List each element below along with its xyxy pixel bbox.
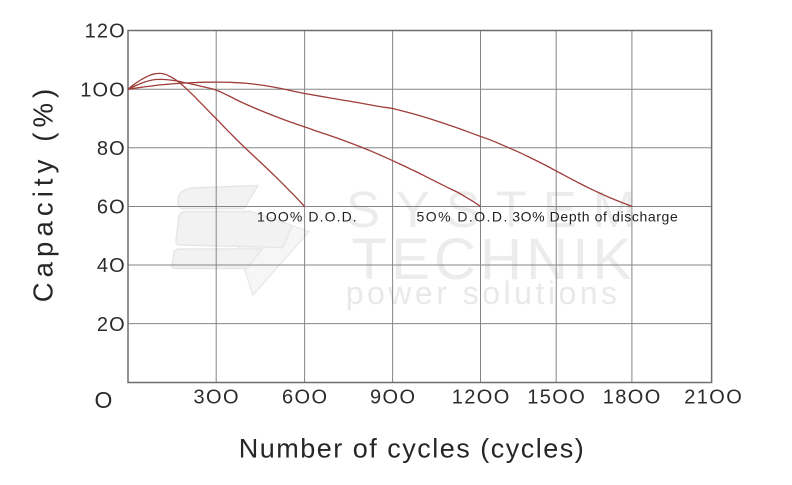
svg-text:O: O <box>95 387 113 413</box>
svg-text:1OO% D.O.D.: 1OO% D.O.D. <box>257 209 358 225</box>
svg-text:Capacity (%): Capacity (%) <box>28 84 59 303</box>
svg-text:6O: 6O <box>97 197 126 219</box>
svg-text:Number of cycles (cycles): Number of cycles (cycles) <box>239 434 586 464</box>
svg-text:8O: 8O <box>97 138 126 160</box>
svg-text:4O: 4O <box>97 255 126 277</box>
svg-text:SYSTEM: SYSTEM <box>346 181 651 238</box>
svg-text:9OO: 9OO <box>370 386 416 408</box>
svg-text:power solutions: power solutions <box>346 275 621 311</box>
svg-text:12OO: 12OO <box>452 386 511 408</box>
svg-text:2O: 2O <box>97 314 126 336</box>
svg-text:15OO: 15OO <box>527 386 586 408</box>
svg-text:5O% D.O.D.: 5O% D.O.D. <box>417 209 509 225</box>
svg-text:12O: 12O <box>85 21 126 43</box>
svg-text:TECHNIK: TECHNIK <box>352 227 636 292</box>
svg-text:6OO: 6OO <box>282 386 328 408</box>
svg-text:3O% Depth of discharge: 3O% Depth of discharge <box>512 209 678 225</box>
svg-text:1OO: 1OO <box>80 80 126 102</box>
svg-text:3OO: 3OO <box>193 386 239 408</box>
svg-text:21OO: 21OO <box>684 386 743 408</box>
svg-text:18OO: 18OO <box>603 386 662 408</box>
